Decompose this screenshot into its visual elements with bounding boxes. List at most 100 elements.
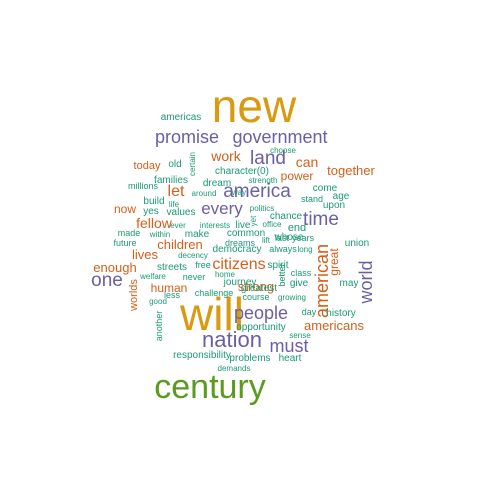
word-great: great <box>327 248 341 276</box>
word-politics: politics <box>250 204 274 213</box>
word-ever: ever <box>170 221 186 230</box>
word-greatest: greatest <box>241 283 277 294</box>
word-welfare: welfare <box>139 272 166 281</box>
word-century: century <box>154 368 266 406</box>
word-will: will <box>179 288 244 340</box>
word-way: way <box>231 188 246 197</box>
word-let: let <box>168 183 185 200</box>
word-enough: enough <box>93 260 136 275</box>
word-old: old <box>168 159 181 170</box>
word-make: make <box>185 229 210 240</box>
word-promise: promise <box>155 127 219 147</box>
word-good: good <box>149 297 167 306</box>
word-home: home <box>215 270 236 279</box>
word-power: power <box>281 169 314 183</box>
word-life: life <box>169 200 180 209</box>
word-interests: interests <box>200 221 230 230</box>
word-union: union <box>345 238 369 249</box>
word-made: made <box>118 228 141 238</box>
word-responsibility: responsibility <box>173 350 231 361</box>
word-around: around <box>192 189 217 198</box>
word-always: always <box>269 244 297 254</box>
word-americans: americans <box>304 318 364 333</box>
word-years: years <box>292 233 315 243</box>
word-lives: lives <box>132 247 159 262</box>
word-one: one <box>91 270 123 291</box>
word-land: land <box>250 148 286 169</box>
word-live: live <box>235 220 250 231</box>
word-choose: choose <box>270 146 296 155</box>
word-work: work <box>210 148 242 164</box>
word-course: course <box>242 292 269 302</box>
word-may: may <box>340 278 359 289</box>
word-build: build <box>143 196 164 207</box>
word-common: common <box>227 228 265 239</box>
word-better: better <box>277 263 287 286</box>
word-worlds: worlds <box>128 279 140 312</box>
word-american: american <box>312 244 332 318</box>
word-within: within <box>149 230 170 239</box>
word-decency: decency <box>178 251 208 260</box>
word-last: last <box>275 233 290 243</box>
word-families: families <box>154 175 188 186</box>
word-fellow: fellow <box>136 215 173 231</box>
word-human: human <box>151 281 188 295</box>
word-history: history <box>326 308 355 319</box>
word-time: time <box>303 209 339 230</box>
word-now: now <box>114 202 136 216</box>
word-heart: heart <box>279 353 302 364</box>
word-sense: sense <box>289 331 311 340</box>
word-strong: strong <box>238 279 274 294</box>
word-together: together <box>327 163 375 178</box>
word-americas: americas <box>161 112 202 123</box>
word-less: less <box>164 290 181 300</box>
word-growing: growing <box>278 293 306 302</box>
word-people: people <box>234 303 288 323</box>
word-spirit: spirit <box>267 260 288 271</box>
word-government: government <box>232 127 327 147</box>
word-office: office <box>263 220 283 229</box>
word-character-0: character(0) <box>215 166 269 177</box>
word-new: new <box>212 80 297 132</box>
word-stand: stand <box>301 194 323 204</box>
word-can: can <box>296 154 319 170</box>
word-journey: journey <box>223 277 257 288</box>
word-age: age <box>333 191 350 202</box>
word-opportunity: opportunity <box>236 322 285 333</box>
word-dreams: dreams <box>225 238 256 248</box>
word-give: give <box>290 278 309 289</box>
word-america: america <box>223 181 291 202</box>
word-world: world <box>356 260 376 304</box>
word-free: free <box>195 260 211 270</box>
word-democracy: democracy <box>213 244 262 255</box>
word-come: come <box>313 183 338 194</box>
word-dream: dream <box>203 178 231 189</box>
word-yet: yet <box>249 215 258 226</box>
word-challenge: challenge <box>195 288 234 298</box>
word-chance: chance <box>270 211 303 222</box>
word-end: end <box>288 222 306 234</box>
word-demands: demands <box>218 364 251 373</box>
word-strength: strength <box>249 176 278 185</box>
word-problems: problems <box>229 353 270 364</box>
word-another: another <box>154 311 164 342</box>
word-nation: nation <box>202 327 262 352</box>
word-certain: certain <box>188 152 197 176</box>
word-upon: upon <box>323 200 345 211</box>
word-today: today <box>134 160 161 172</box>
word-streets: streets <box>157 262 187 273</box>
word-children: children <box>157 237 203 252</box>
word-citizens: citizens <box>212 256 265 273</box>
word-lift: lift <box>262 236 271 245</box>
word-never: never <box>183 272 206 282</box>
word-values: values <box>167 207 196 218</box>
word-day: day <box>302 307 317 317</box>
word-must: must <box>269 336 308 356</box>
word-class: class <box>291 268 312 278</box>
word-millions: millions <box>128 181 159 191</box>
word-yes: yes <box>143 206 159 217</box>
word-whose: whose <box>274 232 304 243</box>
word-every: every <box>201 199 243 218</box>
